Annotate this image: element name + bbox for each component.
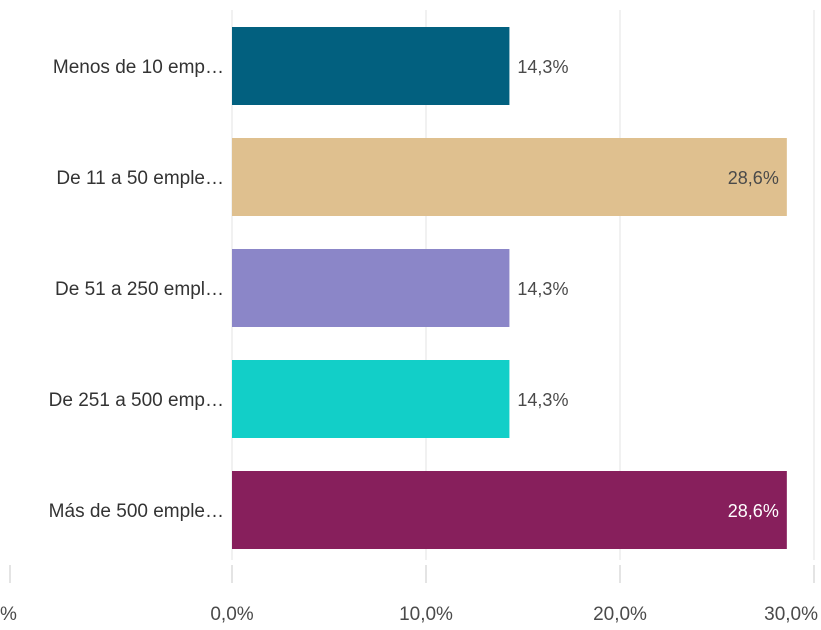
value-label: 14,3% <box>517 279 568 299</box>
value-labels: 14,3% 28,6% 14,3% 14,3% 28,6% <box>517 57 778 521</box>
category-label: Más de 500 emple… <box>49 501 224 522</box>
x-axis: 0,0% 10,0% 20,0% 30,0%% <box>0 565 818 625</box>
tick-label: 0,0% <box>210 604 253 625</box>
bar <box>232 471 787 549</box>
value-label: 14,3% <box>517 57 568 77</box>
tick-label: % <box>0 604 17 625</box>
tick-label: 20,0% <box>593 604 647 625</box>
bar <box>232 249 510 327</box>
category-labels: Menos de 10 emp… De 11 a 50 emple… De 51 a… <box>49 57 224 522</box>
tick-label: 10,0% <box>399 604 453 625</box>
category-label: Menos de 10 emp… <box>53 57 224 78</box>
bar <box>232 27 510 105</box>
category-label: De 11 a 50 emple… <box>56 168 224 189</box>
value-label: 28,6% <box>728 501 779 521</box>
bar <box>232 360 510 438</box>
value-label: 28,6% <box>728 168 779 188</box>
bars <box>232 27 787 549</box>
value-label: 14,3% <box>517 390 568 410</box>
category-label: De 51 a 250 empl… <box>55 279 224 300</box>
category-label: De 251 a 500 emp… <box>49 390 224 411</box>
tick-label: 30,0% <box>764 604 818 625</box>
bar <box>232 138 787 216</box>
